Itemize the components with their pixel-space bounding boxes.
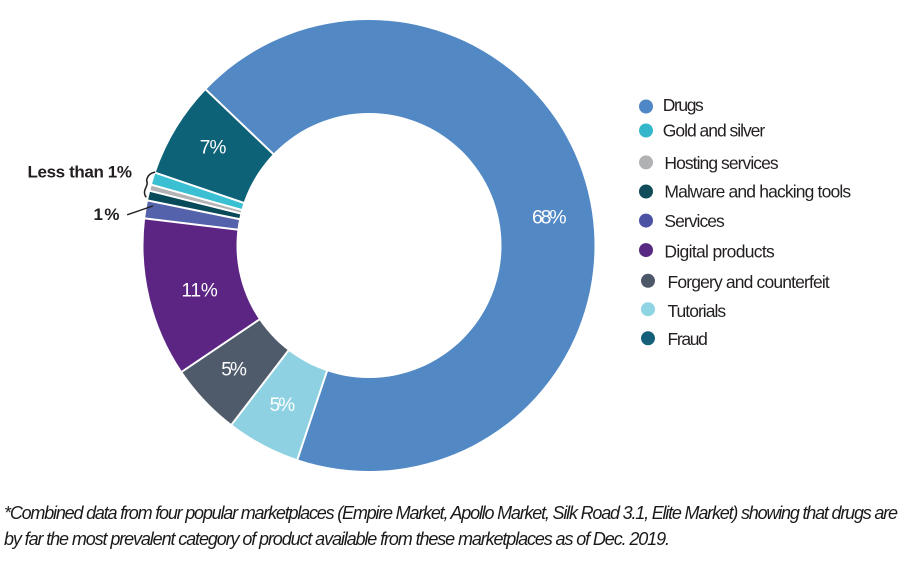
svg-text:Drugs: Drugs [663, 95, 704, 115]
svg-text:Less than 1%: Less than 1% [28, 162, 133, 181]
svg-text:Services: Services [664, 211, 725, 231]
svg-text:5%: 5% [221, 360, 247, 381]
svg-text:by far the most prevalent cate: by far the most prevalent category of pr… [4, 529, 670, 549]
svg-text:11%: 11% [181, 281, 217, 302]
svg-text:Gold and silver: Gold and silver [663, 120, 766, 140]
svg-text:Tutorials: Tutorials [668, 301, 727, 321]
svg-text:1%: 1% [94, 205, 120, 224]
svg-text:Fraud: Fraud [668, 329, 708, 349]
svg-text:5%: 5% [270, 395, 296, 416]
svg-text:Digital products: Digital products [664, 242, 775, 262]
svg-text:*Combined data from four popul: *Combined data from four popular marketp… [4, 503, 898, 523]
svg-text:Malware and hacking tools: Malware and hacking tools [664, 182, 851, 202]
svg-text:7%: 7% [200, 138, 227, 159]
svg-text:68%: 68% [532, 207, 567, 229]
svg-text:Forgery and counterfeit: Forgery and counterfeit [668, 272, 830, 292]
svg-text:Hosting services: Hosting services [664, 153, 778, 173]
